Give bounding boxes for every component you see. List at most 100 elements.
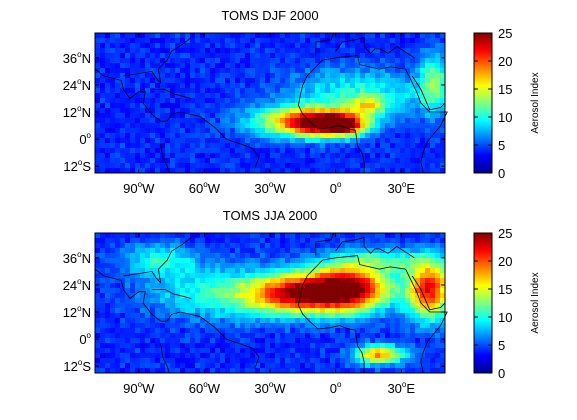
heat-cell xyxy=(330,248,336,254)
colorbar-tick-label: 15 xyxy=(498,82,512,97)
heat-cell xyxy=(195,333,201,339)
heat-cell xyxy=(200,148,206,154)
heat-cell xyxy=(280,233,286,239)
heat-cell xyxy=(410,363,416,369)
heat-cell xyxy=(150,293,156,299)
heat-cell xyxy=(405,288,411,294)
heat-cell xyxy=(310,318,316,324)
heat-cell xyxy=(140,333,146,339)
heat-cell xyxy=(260,233,266,239)
heat-cell xyxy=(240,58,246,64)
heat-cell xyxy=(230,78,236,84)
heat-cell xyxy=(170,118,176,124)
heat-cell xyxy=(375,313,381,319)
heat-cell xyxy=(115,268,121,274)
heat-cell xyxy=(410,138,416,144)
heat-cell xyxy=(365,113,371,119)
heat-cell xyxy=(295,278,301,284)
heat-cell xyxy=(125,98,131,104)
heat-cell xyxy=(185,293,191,299)
heat-cell xyxy=(225,298,231,304)
heat-cell xyxy=(190,168,196,174)
heat-cell xyxy=(320,353,326,359)
heat-cell xyxy=(375,98,381,104)
heat-cell xyxy=(125,353,131,359)
heat-cell xyxy=(230,53,236,59)
heat-cell xyxy=(180,333,186,339)
heat-cell xyxy=(325,98,331,104)
heat-cell xyxy=(95,263,101,269)
heat-cell xyxy=(275,248,281,254)
heat-cell xyxy=(180,288,186,294)
heat-cell xyxy=(120,333,126,339)
heat-cell xyxy=(405,88,411,94)
heat-cell xyxy=(400,358,406,364)
heat-cell xyxy=(265,368,271,374)
heat-cell xyxy=(305,353,311,359)
heat-cell xyxy=(315,93,321,99)
heat-cell xyxy=(135,243,141,249)
heat-cell xyxy=(120,53,126,59)
heat-cell xyxy=(395,328,401,334)
heat-cell xyxy=(195,158,201,164)
heat-cell xyxy=(190,48,196,54)
heat-cell xyxy=(210,268,216,274)
heat-cell xyxy=(435,158,441,164)
heat-cell xyxy=(100,148,106,154)
heat-cell xyxy=(420,258,426,264)
heat-cell xyxy=(290,348,296,354)
heat-cell xyxy=(240,103,246,109)
heat-cell xyxy=(365,273,371,279)
heat-cell xyxy=(410,238,416,244)
heat-cell xyxy=(335,298,341,304)
heat-cell xyxy=(415,33,421,39)
heat-cell xyxy=(265,303,271,309)
heat-cell xyxy=(265,248,271,254)
heat-cell xyxy=(150,128,156,134)
heat-cell xyxy=(230,313,236,319)
heat-cell xyxy=(350,143,356,149)
heat-cell xyxy=(345,283,351,289)
heat-cell xyxy=(145,298,151,304)
heat-cell xyxy=(220,238,226,244)
heat-cell xyxy=(230,103,236,109)
heat-cell xyxy=(190,143,196,149)
heat-cell xyxy=(390,58,396,64)
heat-cell xyxy=(370,308,376,314)
heat-cell xyxy=(235,128,241,134)
heat-cell xyxy=(245,158,251,164)
heat-cell xyxy=(185,273,191,279)
heat-cell xyxy=(335,38,341,44)
heat-cell xyxy=(200,318,206,324)
heat-cell xyxy=(270,233,276,239)
heat-cell xyxy=(240,113,246,119)
heat-cell xyxy=(355,108,361,114)
heat-cell xyxy=(170,273,176,279)
heat-cell xyxy=(345,278,351,284)
heat-cell xyxy=(290,163,296,169)
heat-cell xyxy=(100,153,106,159)
heat-cell xyxy=(200,88,206,94)
heat-cell xyxy=(160,168,166,174)
heat-cell xyxy=(355,88,361,94)
heat-cell xyxy=(220,278,226,284)
heat-cell xyxy=(375,123,381,129)
heat-cell xyxy=(405,248,411,254)
heat-cell xyxy=(145,83,151,89)
heat-cell xyxy=(210,58,216,64)
heat-cell xyxy=(435,43,441,49)
heat-cell xyxy=(395,338,401,344)
heat-cell xyxy=(235,63,241,69)
heat-cell xyxy=(135,63,141,69)
heat-cell xyxy=(100,78,106,84)
heat-cell xyxy=(180,318,186,324)
heat-cell xyxy=(200,333,206,339)
heat-cell xyxy=(385,148,391,154)
heat-cell xyxy=(240,313,246,319)
heat-cell xyxy=(305,158,311,164)
heat-cell xyxy=(130,143,136,149)
heat-cell xyxy=(395,268,401,274)
heat-cell xyxy=(350,113,356,119)
heat-cell xyxy=(125,248,131,254)
heat-cell xyxy=(325,313,331,319)
